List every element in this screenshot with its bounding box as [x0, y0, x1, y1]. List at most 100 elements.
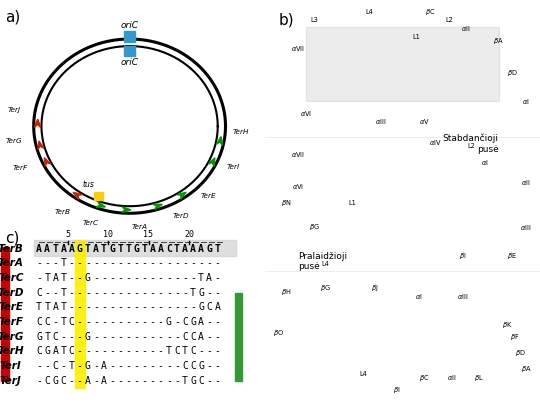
Text: L1: L1: [412, 34, 420, 39]
Text: $\beta$C: $\beta$C: [424, 7, 435, 17]
Text: -: -: [125, 316, 131, 326]
Text: tus: tus: [82, 179, 94, 188]
Text: -: -: [133, 287, 139, 297]
Text: -: -: [206, 360, 212, 370]
Text: $\beta$D: $\beta$D: [507, 68, 518, 78]
Text: -: -: [182, 287, 188, 297]
Text: C: C: [182, 316, 188, 326]
Text: -: -: [69, 331, 75, 341]
Text: -: -: [133, 345, 139, 356]
Text: $\alpha$I: $\alpha$I: [522, 97, 530, 106]
Bar: [124, 32, 136, 43]
Text: $\alpha$II: $\alpha$II: [461, 24, 470, 33]
Bar: [75, 314, 85, 329]
Text: -: -: [166, 375, 172, 385]
Text: -: -: [109, 345, 115, 356]
Bar: [75, 328, 85, 344]
Text: -: -: [125, 287, 131, 297]
Text: $\alpha$V: $\alpha$V: [419, 117, 430, 126]
Text: -: -: [101, 302, 107, 311]
Bar: [75, 299, 85, 315]
Text: -: -: [158, 287, 164, 297]
Text: -: -: [190, 302, 196, 311]
Text: G: G: [52, 375, 58, 385]
Text: -: -: [174, 287, 180, 297]
Text: TerD: TerD: [173, 213, 190, 219]
Text: T: T: [117, 243, 123, 253]
Bar: [75, 256, 85, 271]
Text: oriC: oriC: [120, 58, 139, 67]
Polygon shape: [38, 142, 44, 150]
Text: A: A: [36, 243, 42, 253]
Text: -: -: [150, 273, 156, 282]
Text: -: -: [158, 345, 164, 356]
Text: -: -: [150, 331, 156, 341]
Text: -: -: [52, 287, 58, 297]
Text: -: -: [141, 316, 147, 326]
Text: TerH: TerH: [0, 345, 24, 356]
Text: -: -: [158, 302, 164, 311]
Bar: [33, 241, 237, 256]
Text: -: -: [117, 258, 123, 268]
Text: -: -: [206, 331, 212, 341]
Text: G: G: [109, 243, 115, 253]
Text: b): b): [279, 12, 294, 27]
Text: $\beta$H: $\beta$H: [281, 287, 292, 296]
Text: -: -: [214, 287, 220, 297]
Text: TerA: TerA: [131, 224, 147, 230]
Text: -: -: [141, 331, 147, 341]
Text: TerE: TerE: [200, 192, 216, 198]
Text: -: -: [85, 258, 91, 268]
Text: T: T: [174, 243, 180, 253]
Text: -: -: [109, 360, 115, 370]
Text: $\alpha$III: $\alpha$III: [375, 117, 386, 126]
Text: C: C: [44, 316, 50, 326]
Text: -: -: [77, 316, 83, 326]
Text: -: -: [182, 302, 188, 311]
Text: -: -: [174, 273, 180, 282]
Text: T: T: [214, 243, 220, 253]
Text: -: -: [117, 287, 123, 297]
Text: -: -: [109, 258, 115, 268]
Text: $\alpha$I: $\alpha$I: [481, 158, 489, 166]
Text: -: -: [93, 375, 99, 385]
Text: A: A: [101, 375, 107, 385]
Text: C: C: [166, 243, 172, 253]
Text: TerF: TerF: [0, 316, 23, 326]
Text: -: -: [190, 273, 196, 282]
Text: -: -: [77, 375, 83, 385]
Text: -: -: [182, 273, 188, 282]
Text: -: -: [141, 360, 147, 370]
Text: C: C: [69, 316, 75, 326]
Text: -: -: [174, 360, 180, 370]
Text: 20: 20: [184, 229, 194, 239]
Polygon shape: [208, 158, 215, 167]
Text: -: -: [125, 331, 131, 341]
Text: C: C: [198, 375, 204, 385]
Text: -: -: [85, 302, 91, 311]
Text: T: T: [44, 302, 50, 311]
Text: -: -: [109, 316, 115, 326]
Text: -: -: [77, 273, 83, 282]
Text: G: G: [133, 243, 139, 253]
Text: -: -: [109, 287, 115, 297]
Text: -: -: [69, 375, 75, 385]
Text: T: T: [141, 243, 147, 253]
Text: -: -: [101, 273, 107, 282]
Text: -: -: [133, 258, 139, 268]
Text: L2: L2: [445, 17, 453, 23]
Text: -: -: [125, 375, 131, 385]
Text: L4: L4: [360, 370, 368, 375]
Text: $\beta$J: $\beta$J: [371, 283, 379, 292]
Text: T: T: [44, 273, 50, 282]
Text: $\beta$A: $\beta$A: [494, 36, 504, 45]
Text: -: -: [101, 331, 107, 341]
Text: -: -: [214, 331, 220, 341]
Text: TerI: TerI: [0, 360, 22, 370]
Text: -: -: [44, 258, 50, 268]
Text: -: -: [125, 258, 131, 268]
Text: -: -: [141, 302, 147, 311]
Text: $\beta$G: $\beta$G: [320, 283, 330, 292]
Text: T: T: [182, 345, 188, 356]
Text: TerD: TerD: [0, 287, 24, 297]
